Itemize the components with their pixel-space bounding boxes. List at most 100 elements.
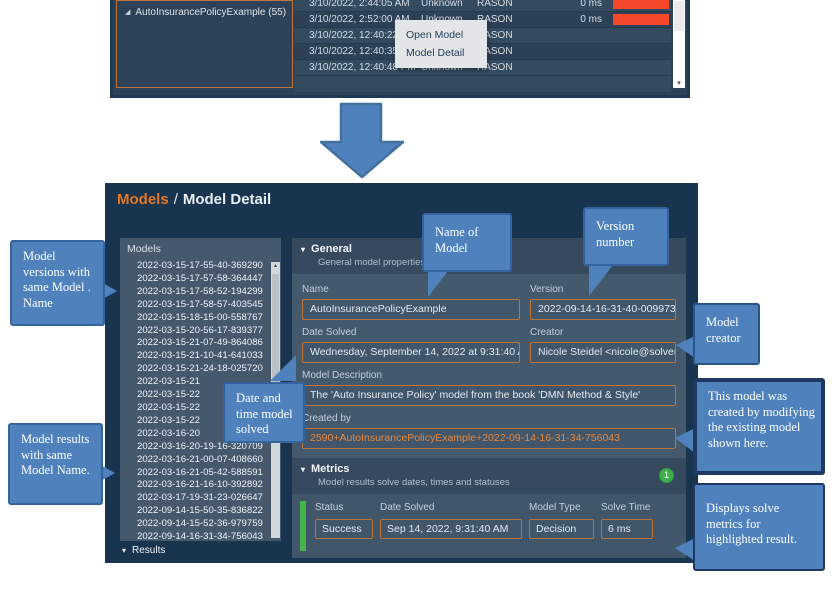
created-by-label: Created by <box>302 413 351 424</box>
model-version-item[interactable]: 2022-03-15-21-07-49-864086 <box>137 337 263 349</box>
model-version-item[interactable]: 2022-03-15-17-57-58-364447 <box>137 272 263 284</box>
metric-label: Model Type <box>529 502 581 513</box>
model-version-item[interactable]: 2022-03-15-21 <box>137 376 200 388</box>
metric-value[interactable]: Decision <box>529 519 594 539</box>
model-version-item[interactable]: 2022-03-15-18-15-00-558767 <box>137 311 263 323</box>
callout-tail <box>99 464 115 482</box>
creator-label: Creator <box>530 327 564 338</box>
scroll-up-icon[interactable]: ▴ <box>273 263 277 269</box>
down-arrow-graphic <box>320 102 404 179</box>
sidebar-title: Models <box>127 243 161 255</box>
metrics-title: Metrics <box>311 463 350 475</box>
cell-status: Unknown <box>421 14 477 25</box>
metric-value[interactable]: Success <box>315 519 373 539</box>
cell-solve-time: 0 ms <box>580 0 602 9</box>
model-version-item[interactable]: 2022-03-15-22 <box>137 401 200 413</box>
model-description-label: Model Description <box>302 370 383 381</box>
context-menu-item[interactable]: Open Model <box>406 29 464 41</box>
callout-tail <box>428 271 448 297</box>
cell-engine: RASON <box>477 0 513 9</box>
model-version-item[interactable]: 2022-03-15-22 <box>137 389 200 401</box>
model-version-item[interactable]: 2022-03-15-22 <box>137 414 200 426</box>
expand-icon[interactable]: ◢ <box>125 9 131 16</box>
model-version-list: 2022-03-15-17-55-40-369290 2022-03-15-17… <box>120 260 281 541</box>
date-solved-field[interactable]: Wednesday, September 14, 2022 at 9:31:40… <box>302 342 520 363</box>
model-version-item[interactable]: 2022-03-16-21-00-07-408660 <box>137 453 263 465</box>
scroll-down-icon[interactable]: ▾ <box>677 80 681 87</box>
model-version-item[interactable]: 2022-03-16-21-16-10-392892 <box>137 479 263 491</box>
breadcrumb-separator: / <box>173 191 178 208</box>
general-fields: Name AutoInsurancePolicyExample Version … <box>292 274 686 459</box>
metrics-subtitle: Model results solve dates, times and sta… <box>318 477 510 488</box>
results-section-label: Results <box>132 545 166 556</box>
results-section-header[interactable]: ▾ Results <box>122 545 165 556</box>
version-field[interactable]: 2022-09-14-16-31-40-009973 <box>530 299 676 320</box>
model-version-item[interactable]: 2022-09-14-16-31-34-756043 <box>137 531 263 541</box>
callout-tail <box>675 428 695 453</box>
date-solved-label: Date Solved <box>302 327 357 338</box>
metrics-section-header[interactable]: ▾ Metrics Model results solve dates, time… <box>292 458 686 494</box>
model-version-item[interactable]: 2022-03-15-17-58-52-194299 <box>137 285 263 297</box>
callout-tail <box>589 265 613 296</box>
metric-label: Status <box>315 502 344 513</box>
model-version-item[interactable]: 2022-03-15-21-10-41-641033 <box>137 350 263 362</box>
callout-version-number: Version number <box>583 207 669 266</box>
result-row[interactable]: 3/10/2022, 2:44:05 AM Unknown RASON 0 ms <box>295 0 671 12</box>
grid-scrollbar[interactable]: ▾ <box>673 0 685 88</box>
cell-status: Unknown <box>421 0 463 9</box>
model-version-item[interactable]: 2022-03-16-21-05-42-588591 <box>137 466 263 478</box>
model-version-item[interactable]: 2022-03-16-20-19-16-320709 <box>137 440 263 452</box>
status-indicator-bar <box>300 501 306 551</box>
model-version-item[interactable]: 2022-03-15-17-55-40-369290 <box>137 260 263 271</box>
model-description-field[interactable]: The 'Auto Insurance Policy' model from t… <box>302 385 676 406</box>
callout-model-creator: Model creator <box>693 303 760 365</box>
model-version-item[interactable]: 2022-03-15-21-24-18-025720 <box>137 363 263 375</box>
created-by-field[interactable]: 2590+AutoInsurancePolicyExample+2022-09-… <box>302 428 676 449</box>
page-title: Model Detail <box>182 191 272 208</box>
model-version-item[interactable]: 2022-03-16-20 <box>137 427 200 439</box>
model-version-item[interactable]: 2022-09-14-15-52-36-979759 <box>137 518 263 530</box>
model-tree-item[interactable]: ◢ AutoInsurancePolicyExample (55) <box>116 0 293 88</box>
sidebar-scrollbar-thumb[interactable] <box>272 274 279 382</box>
cell-engine: RASON <box>477 46 513 57</box>
solve-time-bar <box>613 14 669 25</box>
callout-date-time-solved: Date and time model solved <box>223 382 305 443</box>
metric-label: Solve Time <box>601 502 651 513</box>
callout-model-results: Model results with same Model Name. <box>8 423 103 505</box>
metric-column: Model Type Decision <box>529 502 594 539</box>
model-version-item[interactable]: 2022-09-14-15-50-35-836822 <box>137 505 263 517</box>
metric-column: Status Success <box>315 502 373 539</box>
model-tree-label: AutoInsurancePolicyExample (55) <box>135 7 287 18</box>
caret-down-icon: ▾ <box>122 546 127 555</box>
cell-date-solved: 3/10/2022, 12:40:22 PM <box>309 30 416 41</box>
result-count-badge: 1 <box>659 468 674 483</box>
cell-solve-time: 0 ms <box>580 14 602 25</box>
breadcrumb-models[interactable]: Models <box>117 191 169 208</box>
cell-date-solved: 3/10/2022, 12:40:35 PM <box>309 46 416 57</box>
name-field[interactable]: AutoInsurancePolicyExample <box>302 299 520 320</box>
grid-scrollbar-thumb[interactable] <box>674 1 684 31</box>
context-menu-item[interactable]: Model Detail <box>406 47 465 59</box>
callout-solve-metrics: Displays solve metrics for highlighted r… <box>693 483 825 571</box>
creator-field[interactable]: Nicole Steidel <nicole@solver.com> <box>530 342 676 363</box>
callout-tail <box>676 336 695 358</box>
metrics-card[interactable]: Status Success Date Solved Sep 14, 2022,… <box>292 494 686 558</box>
general-section: ▾ General General model properties Name A… <box>292 238 686 459</box>
callout-tail <box>675 538 695 561</box>
model-version-item[interactable]: 2022-03-17-19-31-23-026647 <box>137 492 263 504</box>
caret-down-icon: ▾ <box>301 245 306 254</box>
metric-column: Solve Time 6 ms <box>601 502 653 539</box>
callout-model-versions: Model versions with same Model . Name <box>10 240 105 326</box>
metric-column: Date Solved Sep 14, 2022, 9:31:40 AM <box>380 502 522 539</box>
cell-engine: RASON <box>477 14 513 25</box>
metric-value[interactable]: Sep 14, 2022, 9:31:40 AM <box>380 519 522 539</box>
model-version-item[interactable]: 2022-03-15-20-56-17-839377 <box>137 324 263 336</box>
version-label: Version <box>530 284 564 295</box>
cell-date-solved: 3/10/2022, 2:44:05 AM <box>309 0 410 9</box>
cell-date-solved: 3/10/2022, 12:40:48 PM <box>309 62 416 73</box>
cell-date-solved: 3/10/2022, 2:52:00 AM <box>309 14 410 25</box>
metric-value[interactable]: 6 ms <box>601 519 653 539</box>
model-version-item[interactable]: 2022-03-15-17-58-57-403545 <box>137 298 263 310</box>
name-label: Name <box>302 284 329 295</box>
callout-tail <box>270 355 296 381</box>
